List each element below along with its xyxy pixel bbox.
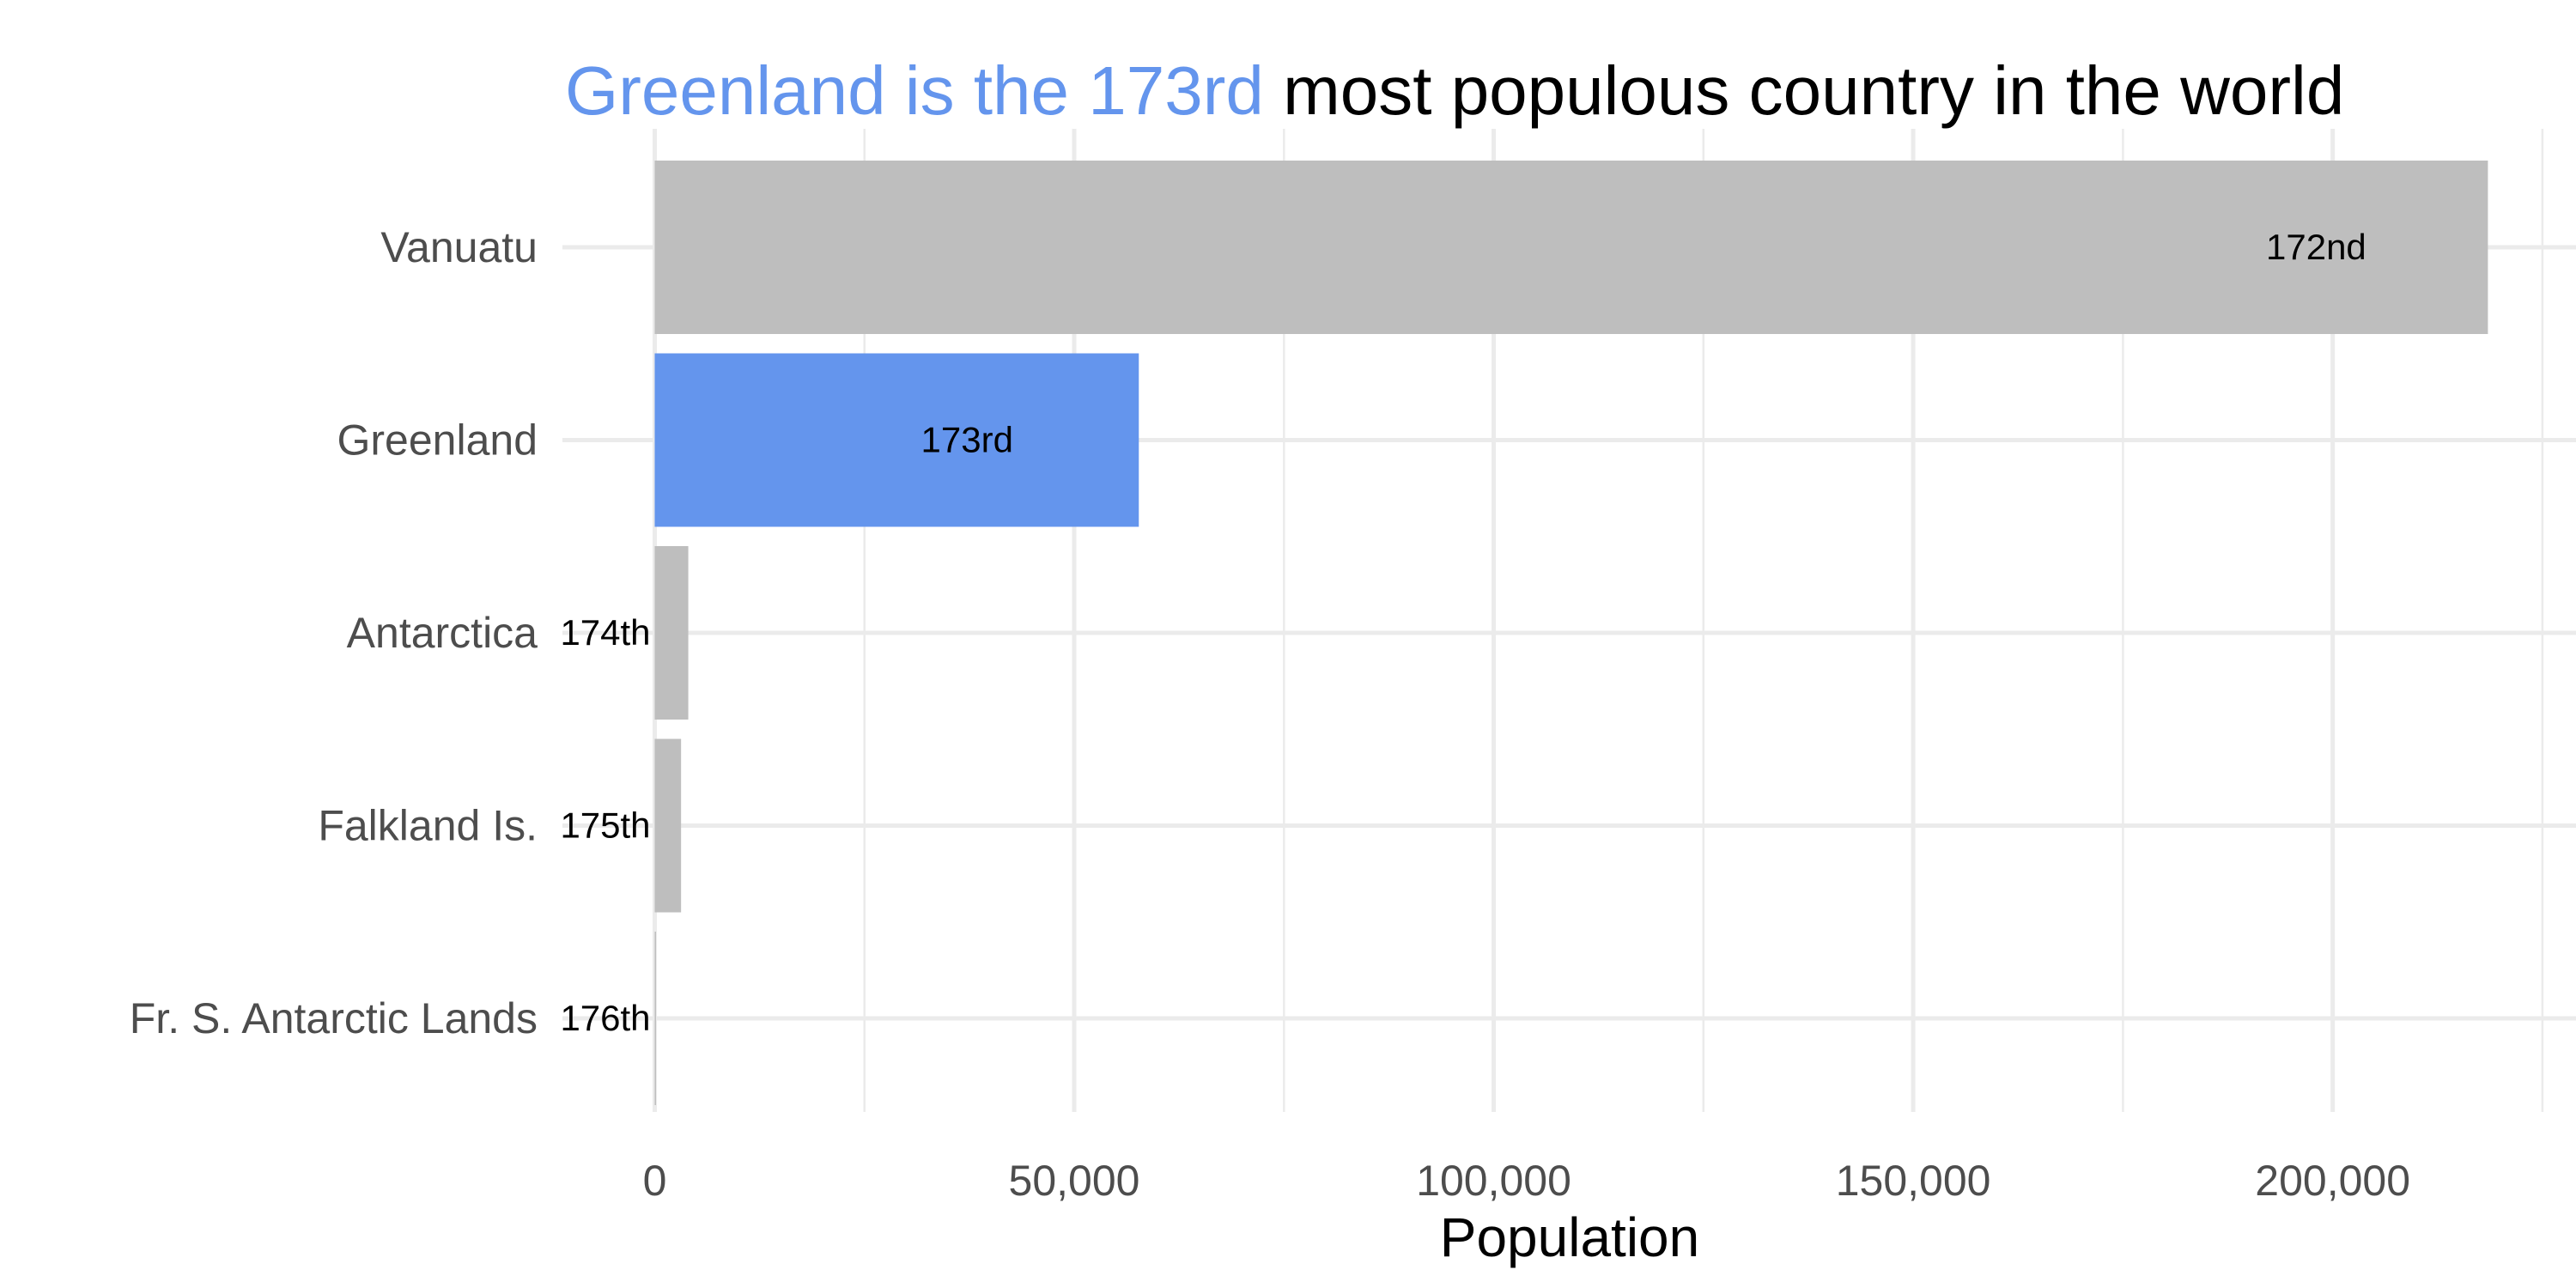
bar [654, 932, 656, 1105]
chart-title-rest: most populous country in the world [1264, 52, 2344, 129]
bar [654, 546, 689, 720]
bar [654, 161, 2488, 334]
bar-rank-label: 174th [560, 612, 650, 653]
category-label: Antarctica [347, 609, 538, 657]
bar-rank-label: 172nd [2266, 227, 2366, 267]
bar-rank-label: 176th [560, 998, 650, 1038]
x-tick-label: 50,000 [1009, 1157, 1140, 1205]
category-label: Falkland Is. [318, 802, 538, 850]
bar-rank-label: 173rd [921, 420, 1013, 460]
chart-title-highlight: Greenland is the 173rd [565, 52, 1264, 129]
bar-rank-label: 175th [560, 805, 650, 846]
x-tick-label: 200,000 [2255, 1157, 2410, 1205]
bars: 172nd 173rd 174th 175th 176th [560, 161, 2488, 1105]
category-label: Greenland [337, 416, 538, 465]
category-label: Vanuatu [380, 223, 538, 271]
x-tick-labels: 0 50,000 100,000 150,000 200,000 [643, 1157, 2410, 1205]
x-tick-label: 0 [643, 1157, 667, 1205]
chart-title: Greenland is the 173rd most populous cou… [565, 52, 2344, 129]
category-label: Fr. S. Antarctic Lands [130, 994, 538, 1042]
x-tick-label: 150,000 [1836, 1157, 1991, 1205]
x-tick-label: 100,000 [1416, 1157, 1571, 1205]
x-axis-title: Population [1440, 1206, 1699, 1268]
bar [654, 738, 682, 913]
bar [654, 353, 1139, 527]
category-labels: Vanuatu Greenland Antarctica Falkland Is. Fr… [130, 223, 538, 1042]
